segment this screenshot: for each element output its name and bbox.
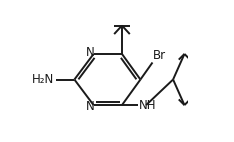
Text: Br: Br bbox=[153, 49, 166, 62]
Text: N: N bbox=[86, 100, 94, 113]
Text: N: N bbox=[86, 46, 94, 59]
Text: H₂N: H₂N bbox=[32, 73, 55, 86]
Text: NH: NH bbox=[139, 99, 157, 112]
